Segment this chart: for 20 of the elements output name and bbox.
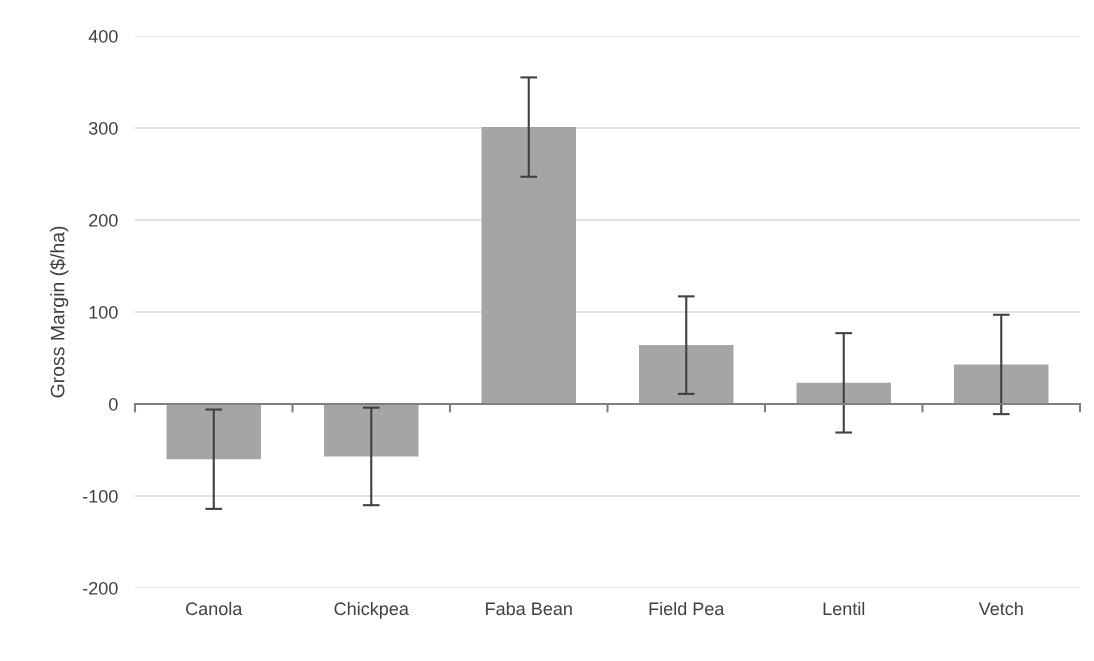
x-tick-label: Faba Bean — [486, 601, 572, 616]
bar — [639, 345, 734, 404]
x-tick-label: Lentil — [823, 601, 865, 616]
x-tick-label: Canola — [186, 601, 243, 616]
y-tick-label: 100 — [89, 305, 118, 319]
bar — [166, 404, 261, 460]
x-tick-label: Field Pea — [649, 601, 725, 616]
x-tick-label: Chickpea — [334, 601, 409, 619]
bar — [324, 404, 419, 457]
x-tick-label: Vetch — [978, 601, 1023, 616]
bar — [954, 364, 1049, 404]
bar — [481, 127, 576, 404]
y-tick-label: 400 — [88, 29, 118, 43]
y-tick-label: 0 — [109, 397, 118, 411]
y-tick-label: -200 — [83, 581, 118, 595]
y-axis-title: Gross Margin ($/ha) — [49, 226, 69, 398]
y-tick-label: -100 — [83, 489, 118, 503]
y-tick-label: 300 — [88, 121, 118, 135]
y-tick-label: 200 — [89, 213, 118, 227]
bar — [796, 382, 891, 404]
